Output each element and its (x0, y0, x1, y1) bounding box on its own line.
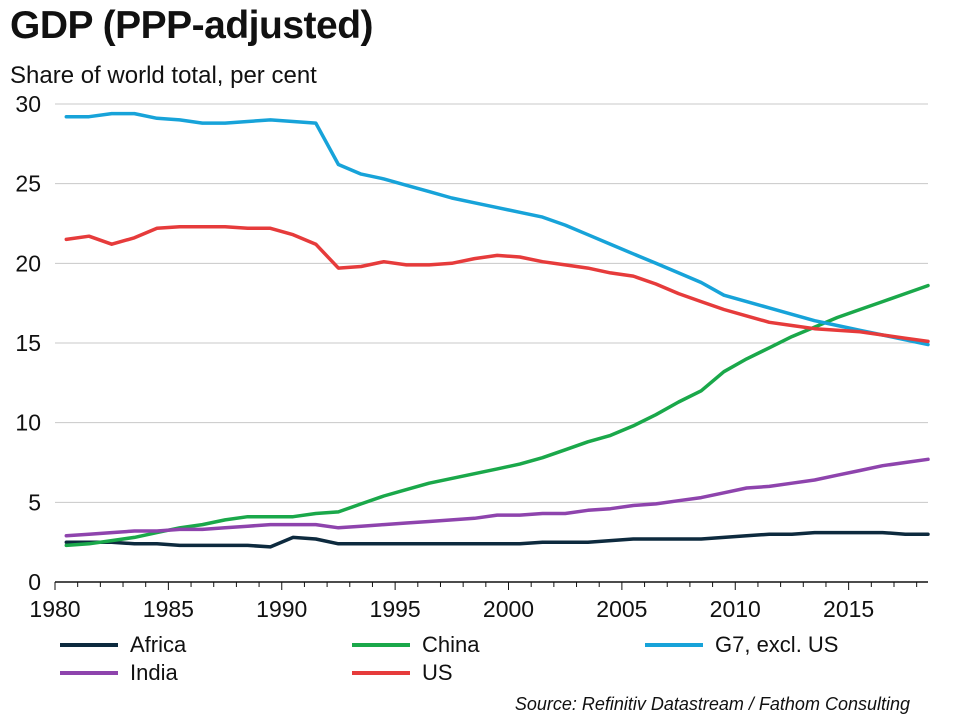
x-tick-label: 2005 (596, 596, 647, 622)
x-tick-label: 1980 (29, 596, 80, 622)
legend-label-china: China (422, 632, 480, 657)
legend-label-india: India (130, 660, 178, 685)
legend-swatch-india (60, 671, 118, 675)
legend-swatch-africa (60, 643, 118, 647)
x-tick-label: 1990 (256, 596, 307, 622)
chart-title: GDP (PPP-adjusted) (10, 4, 374, 47)
y-tick-label: 10 (15, 410, 41, 436)
series-line-china (64, 283, 930, 548)
legend-item-china: China (352, 632, 479, 658)
legend-swatch-us (352, 671, 410, 675)
series-line-g7-excl-us (64, 111, 930, 347)
source-note: Source: Refinitiv Datastream / Fathom Co… (514, 694, 910, 714)
y-tick-label: 5 (28, 489, 41, 515)
y-tick-label: 20 (15, 250, 41, 276)
x-tick-label: 2010 (710, 596, 761, 622)
x-tick-label: 2015 (823, 596, 874, 622)
series-lines (64, 111, 930, 549)
legend-label-us: US (422, 660, 453, 685)
x-tick-label: 1995 (370, 596, 421, 622)
series-line-africa (64, 530, 930, 549)
legend-item-us: US (352, 660, 453, 686)
x-tick-label: 1985 (143, 596, 194, 622)
y-tick-label: 0 (28, 569, 41, 595)
y-tick-label: 25 (15, 171, 41, 197)
legend-item-africa: Africa (60, 632, 186, 658)
series-line-us (64, 224, 930, 344)
chart-subtitle: Share of world total, per cent (10, 62, 317, 89)
y-tick-label: 15 (15, 330, 41, 356)
legend-swatch-china (352, 643, 410, 647)
legend: Africa China G7, excl. US India US (60, 632, 940, 692)
legend-swatch-g7 (645, 643, 703, 647)
x-tick-label: 2000 (483, 596, 534, 622)
grid-lines (55, 103, 928, 503)
y-tick-label: 30 (15, 91, 41, 117)
x-axis: 1980 1985 1990 1995 2000 2005 2010 2015 (29, 581, 928, 622)
legend-item-g7: G7, excl. US (645, 632, 838, 658)
legend-item-india: India (60, 660, 178, 686)
legend-label-africa: Africa (130, 632, 187, 657)
y-axis-ticks: 0 5 10 15 20 25 30 (15, 91, 41, 595)
series-line-india (64, 457, 930, 538)
legend-label-g7: G7, excl. US (715, 632, 839, 657)
